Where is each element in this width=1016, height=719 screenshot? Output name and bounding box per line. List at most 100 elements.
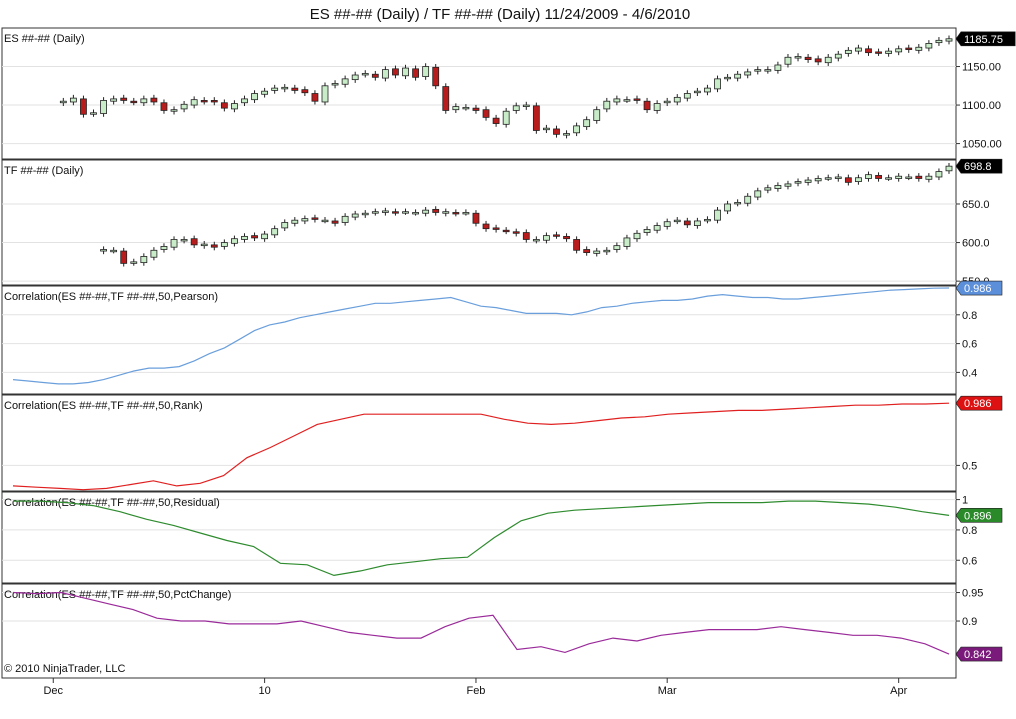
candle-body bbox=[351, 213, 359, 218]
candle-body bbox=[80, 98, 87, 115]
candle bbox=[704, 216, 711, 224]
candle bbox=[915, 43, 923, 54]
x-tick-label: 10 bbox=[258, 685, 270, 697]
candle-body bbox=[583, 249, 591, 253]
y-tick-label: 0.8 bbox=[962, 525, 977, 537]
candle bbox=[472, 104, 480, 114]
candle-body bbox=[794, 181, 802, 184]
candle-body bbox=[110, 98, 118, 102]
candle bbox=[402, 208, 409, 215]
candle bbox=[945, 35, 953, 45]
candle bbox=[190, 96, 198, 109]
candle bbox=[392, 208, 399, 216]
candle-body bbox=[814, 178, 822, 182]
panel-label: Correlation(ES ##-##,TF ##-##,50,Residua… bbox=[4, 497, 220, 509]
candle bbox=[361, 210, 369, 218]
candle bbox=[543, 124, 550, 133]
candle-body bbox=[945, 38, 953, 42]
candle-body bbox=[744, 195, 752, 204]
candle-body bbox=[834, 176, 842, 179]
candle bbox=[532, 236, 540, 244]
candle-body bbox=[935, 39, 943, 44]
candle-body bbox=[150, 249, 158, 258]
candle bbox=[100, 246, 107, 255]
candle-body bbox=[704, 219, 711, 222]
candle bbox=[754, 187, 762, 201]
tag-background bbox=[955, 646, 1003, 662]
y-tick-label: 0.9 bbox=[962, 616, 977, 628]
candle bbox=[160, 99, 168, 114]
tag-background bbox=[955, 31, 1016, 47]
candle-body bbox=[472, 212, 480, 224]
candle bbox=[90, 109, 97, 117]
candle bbox=[100, 97, 107, 117]
candle-body bbox=[704, 87, 711, 93]
candle bbox=[573, 236, 581, 254]
candle bbox=[683, 217, 691, 228]
candle-body bbox=[824, 177, 832, 180]
candle bbox=[512, 102, 520, 114]
candle-body bbox=[623, 99, 631, 102]
candle-body bbox=[220, 242, 228, 247]
candle-body bbox=[432, 66, 440, 87]
candle-body bbox=[563, 235, 570, 240]
candle bbox=[865, 171, 872, 182]
candle bbox=[663, 218, 671, 230]
candle bbox=[865, 45, 872, 56]
candle-body bbox=[744, 71, 752, 76]
candle-body bbox=[905, 176, 913, 179]
candle bbox=[824, 54, 832, 66]
candle bbox=[693, 217, 701, 229]
candle-body bbox=[653, 225, 661, 231]
candle-body bbox=[241, 235, 248, 240]
candle bbox=[563, 130, 570, 139]
candle bbox=[945, 163, 953, 174]
candle-body bbox=[120, 250, 128, 264]
candle bbox=[613, 242, 621, 253]
candle-body bbox=[824, 56, 832, 64]
y-tick-label: 0.6 bbox=[962, 555, 977, 567]
candle-body bbox=[472, 107, 480, 111]
candle-body bbox=[532, 239, 540, 242]
candle bbox=[623, 96, 631, 103]
candle-body bbox=[663, 221, 671, 227]
candle-body bbox=[512, 105, 520, 111]
candle bbox=[794, 53, 802, 62]
candle bbox=[502, 227, 510, 235]
candle bbox=[120, 247, 128, 267]
candle bbox=[231, 235, 238, 247]
candle bbox=[241, 233, 248, 243]
candle bbox=[935, 168, 943, 181]
candle-body bbox=[804, 56, 812, 60]
candle-body bbox=[583, 119, 591, 128]
candle-body bbox=[452, 212, 460, 215]
candle-body bbox=[693, 90, 701, 94]
candle bbox=[110, 95, 118, 105]
candle-body bbox=[915, 46, 923, 51]
candle bbox=[371, 208, 379, 216]
candle bbox=[180, 236, 188, 244]
candle bbox=[824, 174, 832, 181]
candle bbox=[925, 173, 933, 183]
candle bbox=[321, 217, 329, 224]
candle-body bbox=[522, 232, 530, 240]
panel-1: 1050.00 1100.00 1150.00 ES ##-## (Daily) 118… bbox=[1, 27, 1016, 160]
candle bbox=[150, 94, 158, 106]
candle-body bbox=[794, 56, 802, 59]
series-line bbox=[12, 287, 950, 385]
candle-body bbox=[895, 175, 903, 179]
candle-body bbox=[281, 222, 289, 229]
candle-body bbox=[844, 177, 852, 183]
candle bbox=[231, 100, 238, 113]
candle-body bbox=[361, 73, 369, 76]
tag-value: 0.986 bbox=[964, 283, 992, 295]
candle bbox=[915, 173, 923, 182]
candle-body bbox=[653, 103, 661, 111]
candle-body bbox=[150, 97, 158, 103]
candle-body bbox=[402, 67, 409, 77]
candle bbox=[482, 220, 490, 232]
candle bbox=[261, 230, 269, 242]
candle bbox=[673, 94, 681, 106]
candle bbox=[331, 217, 339, 227]
y-tick-label: 0.4 bbox=[962, 367, 977, 379]
